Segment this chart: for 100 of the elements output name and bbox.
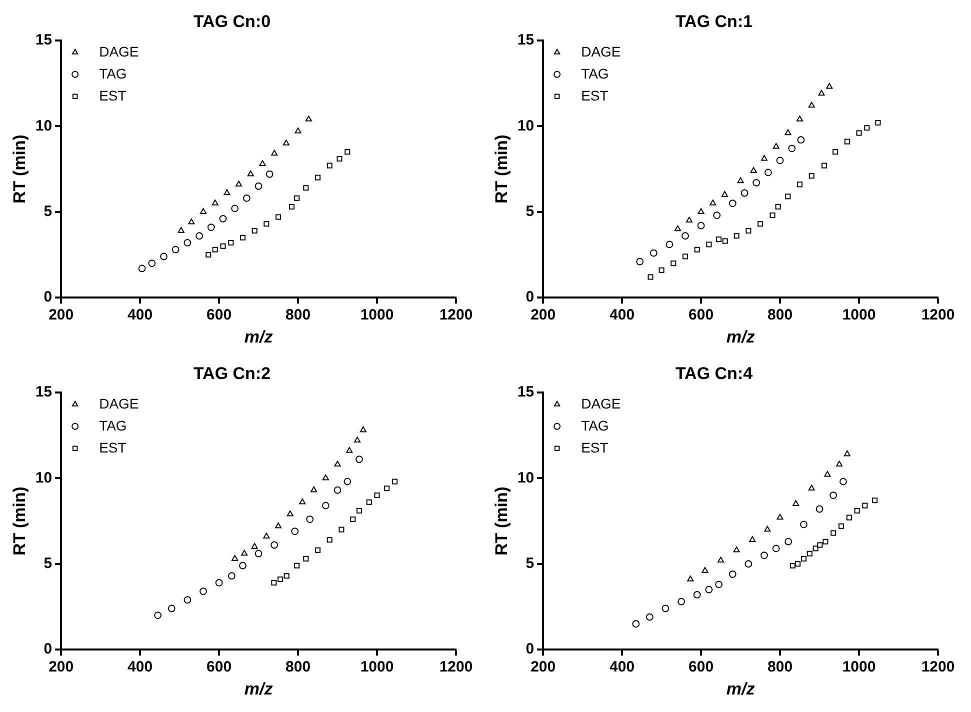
point <box>184 239 192 246</box>
x-tick-label: 200 <box>530 306 556 324</box>
point <box>276 214 282 220</box>
point <box>334 486 342 494</box>
point <box>148 260 156 268</box>
point <box>271 150 278 156</box>
x-axis-title: m/z <box>244 327 274 346</box>
point <box>138 264 146 272</box>
x-tick-label: 1200 <box>439 658 473 676</box>
point <box>752 179 760 186</box>
point <box>733 546 740 552</box>
point <box>808 484 815 491</box>
point <box>678 598 686 606</box>
point <box>334 460 341 467</box>
point <box>212 246 218 252</box>
point <box>215 579 223 586</box>
point <box>310 486 318 492</box>
point <box>322 474 329 480</box>
y-tick-label: 5 <box>526 555 534 572</box>
point <box>354 436 361 443</box>
point <box>228 240 234 246</box>
point <box>808 102 815 108</box>
point <box>758 221 764 227</box>
point <box>693 591 701 598</box>
point <box>184 596 192 604</box>
point <box>760 552 768 559</box>
point <box>384 486 390 492</box>
legend-label: TAG <box>581 65 609 82</box>
point <box>749 536 756 542</box>
point <box>864 125 870 131</box>
x-tick-label: 1000 <box>842 306 876 324</box>
point <box>200 588 207 595</box>
x-tick-label: 1200 <box>921 658 955 676</box>
point <box>360 426 366 432</box>
x-tick-label: 600 <box>206 306 232 324</box>
point <box>231 204 239 212</box>
point <box>172 246 180 254</box>
point <box>392 478 398 484</box>
point <box>746 228 752 234</box>
y-tick-label: 15 <box>517 32 534 49</box>
point <box>662 604 670 612</box>
point <box>796 116 804 122</box>
point <box>366 499 372 505</box>
legend-label: TAG <box>581 417 609 434</box>
point <box>284 573 290 579</box>
chart-title: TAG Cn:0 <box>193 12 271 31</box>
point <box>242 194 250 202</box>
point <box>240 234 246 240</box>
point <box>706 242 712 248</box>
point <box>817 542 823 548</box>
point <box>247 170 254 176</box>
point <box>356 456 363 463</box>
y-tick-label: 5 <box>44 555 52 572</box>
y-tick-label: 15 <box>35 384 52 401</box>
chart-title: TAG Cn:2 <box>193 364 271 383</box>
y-tick-label: 0 <box>526 640 534 658</box>
x-tick-label: 400 <box>128 306 153 324</box>
point <box>220 243 226 249</box>
legend-label: DAGE <box>99 395 139 412</box>
point <box>800 556 806 562</box>
point <box>854 508 860 514</box>
point <box>718 556 724 563</box>
point <box>694 246 700 252</box>
x-tick-label: 1000 <box>360 306 394 324</box>
point <box>666 240 674 248</box>
point <box>838 523 844 529</box>
point <box>270 541 278 549</box>
point <box>206 252 212 258</box>
point <box>682 254 688 260</box>
point <box>682 232 689 240</box>
y-tick-label: 0 <box>526 288 534 306</box>
point <box>294 195 300 201</box>
point <box>322 502 330 510</box>
point <box>282 140 290 146</box>
point <box>862 502 868 508</box>
legend-label: EST <box>99 439 127 456</box>
chart-title: TAG Cn:1 <box>675 12 753 31</box>
point <box>826 82 833 89</box>
point <box>636 258 644 266</box>
point <box>775 204 781 210</box>
point <box>303 185 309 191</box>
point <box>294 128 302 134</box>
point <box>306 516 314 523</box>
point <box>299 498 306 504</box>
legend-label: EST <box>581 87 609 104</box>
y-tick-label: 10 <box>35 117 52 134</box>
point <box>830 492 838 499</box>
x-tick-label: 800 <box>768 658 793 676</box>
point <box>356 508 362 514</box>
point <box>344 149 350 155</box>
y-tick-label: 5 <box>526 203 534 220</box>
point <box>254 182 262 190</box>
point <box>674 225 682 232</box>
point <box>740 189 748 197</box>
point <box>776 156 784 164</box>
point <box>178 227 184 233</box>
point <box>646 613 654 621</box>
point <box>728 200 736 207</box>
point <box>844 450 850 456</box>
x-tick-label: 1000 <box>842 658 876 676</box>
